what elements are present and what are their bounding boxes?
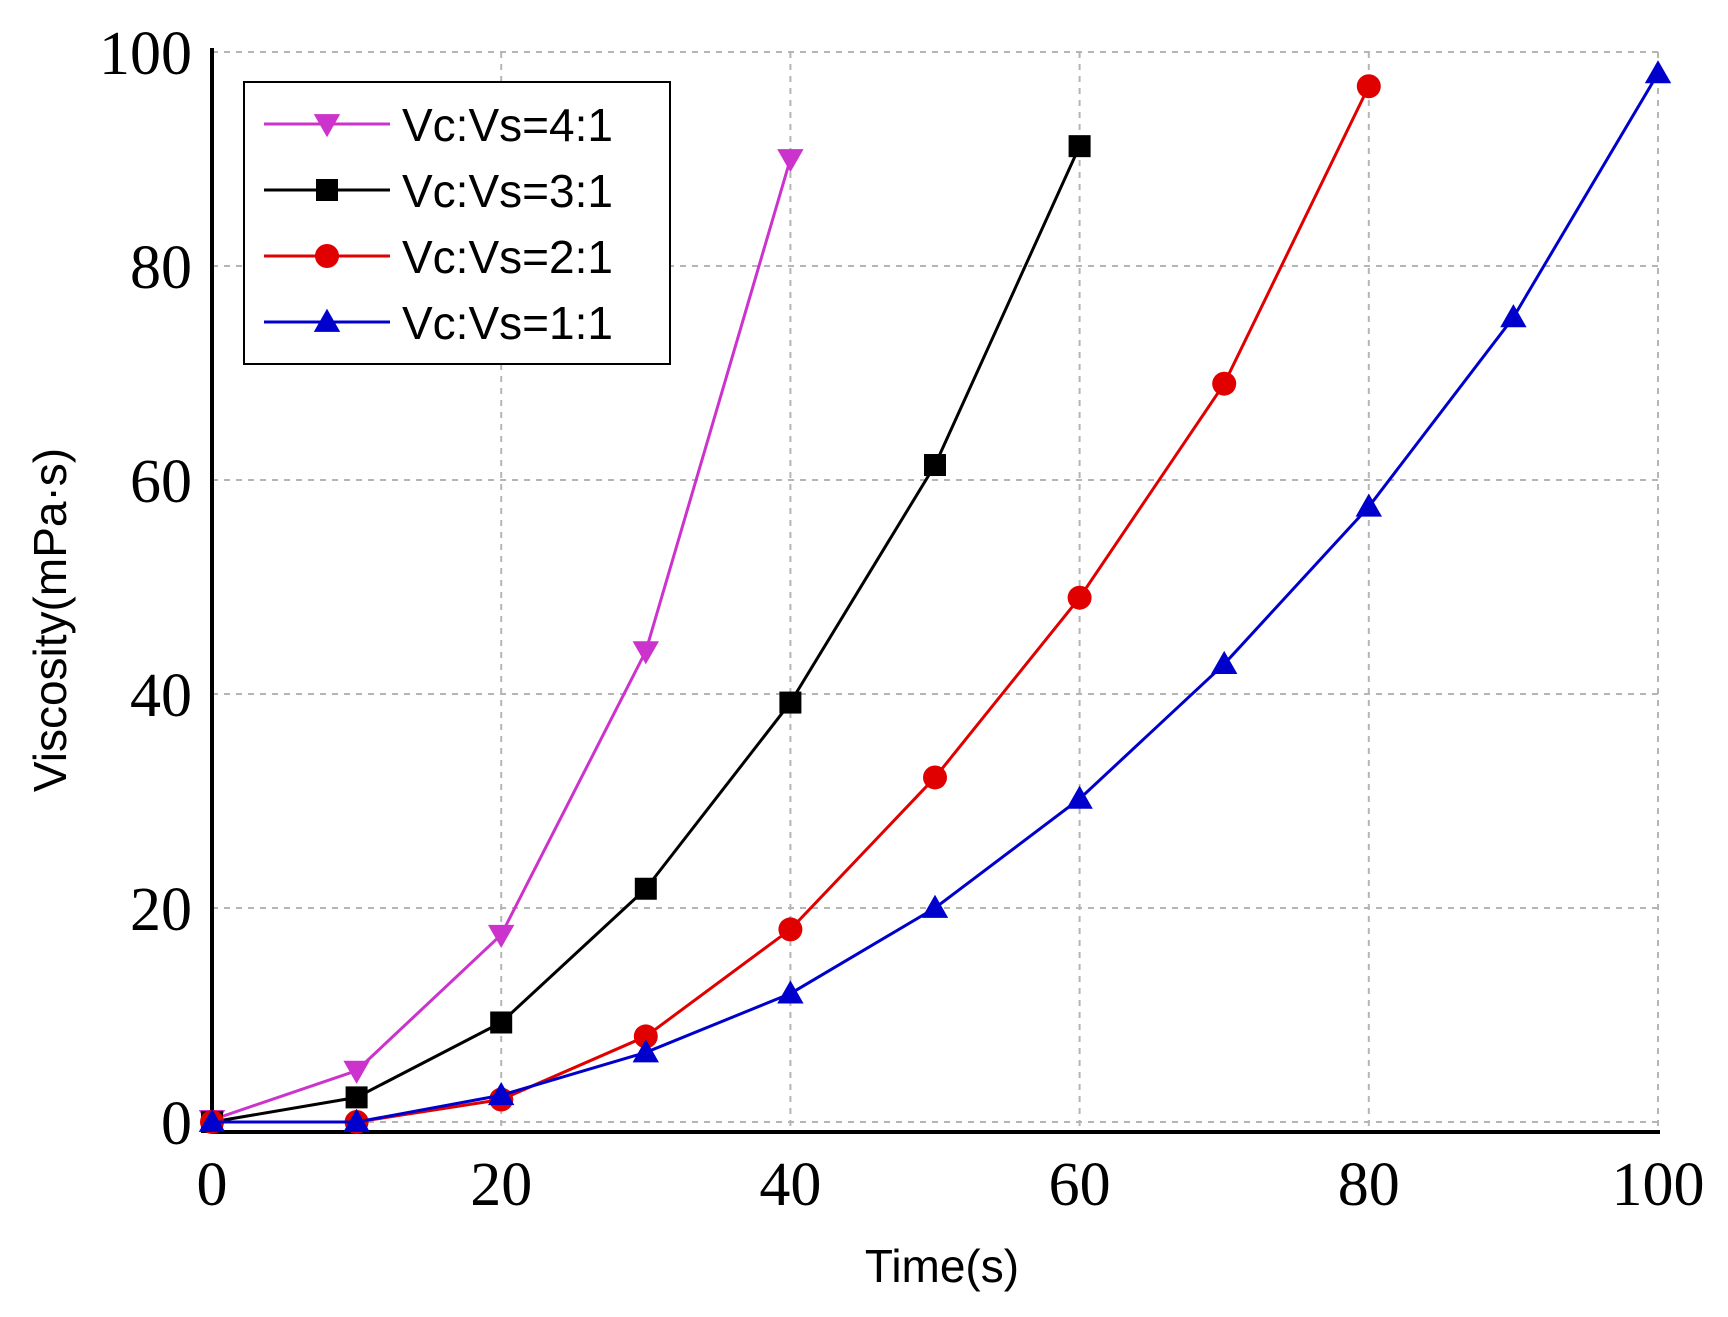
series-4 xyxy=(198,60,1672,1132)
data-point xyxy=(1355,493,1382,517)
data-point xyxy=(779,691,802,714)
grid xyxy=(212,51,1659,1132)
data-point xyxy=(345,1086,368,1109)
data-point xyxy=(1067,585,1092,610)
data-point xyxy=(1066,785,1093,809)
data-point xyxy=(778,917,803,942)
data-point xyxy=(488,924,515,948)
data-point xyxy=(777,980,804,1004)
legend-marker xyxy=(313,114,341,138)
data-point xyxy=(632,641,659,665)
y-tick-label: 20 xyxy=(130,876,192,944)
x-tick-label: 20 xyxy=(470,1151,532,1219)
data-point xyxy=(343,1108,370,1132)
series-layer xyxy=(198,60,1672,1134)
legend-label: Vc:Vs=4:1 xyxy=(402,99,613,151)
data-point xyxy=(488,1082,515,1106)
data-point xyxy=(1356,74,1381,99)
x-tick-label: 60 xyxy=(1049,1151,1111,1219)
x-tick-label: 100 xyxy=(1612,1151,1705,1219)
y-tick-label: 40 xyxy=(130,662,192,730)
x-tick-label: 40 xyxy=(759,1151,821,1219)
legend-marker xyxy=(316,179,338,201)
data-point xyxy=(924,454,946,477)
legend: Vc:Vs=4:1 Vc:Vs=3:1 Vc:Vs=2:1 Vc:Vs=1:1 xyxy=(243,81,671,365)
data-point xyxy=(923,765,947,790)
legend-box xyxy=(243,81,671,365)
data-point xyxy=(1500,304,1527,328)
legend-label: Vc:Vs=2:1 xyxy=(402,231,613,283)
data-point xyxy=(1211,650,1238,674)
y-tick-label: 100 xyxy=(99,20,192,88)
legend-label: Vc:Vs=3:1 xyxy=(402,165,613,217)
data-point xyxy=(1068,135,1091,158)
data-point xyxy=(343,1060,370,1084)
x-tick-label: 80 xyxy=(1338,1151,1400,1219)
data-point xyxy=(198,1108,226,1132)
y-tick-label: 80 xyxy=(130,234,192,302)
x-tick-label: 0 xyxy=(197,1151,228,1219)
data-point xyxy=(633,1024,658,1049)
y-tick-label: 0 xyxy=(161,1090,192,1158)
x-axis-title: Time(s) xyxy=(865,1240,1019,1292)
data-point xyxy=(632,1039,659,1063)
legend-marker xyxy=(315,244,339,268)
data-point xyxy=(490,1011,513,1034)
y-tick-label: 60 xyxy=(130,448,192,516)
legend-marker xyxy=(313,308,341,332)
axes xyxy=(210,48,1660,1134)
data-point xyxy=(634,877,657,900)
legend-label: Vc:Vs=1:1 xyxy=(402,297,613,349)
data-point xyxy=(1212,371,1237,396)
y-axis-title: Viscosity(mPa·s) xyxy=(24,448,76,792)
tick-labels: 0 20 40 60 80 100 0 20 40 60 80 100 xyxy=(99,20,1705,1219)
data-point xyxy=(1644,60,1672,84)
data-point xyxy=(777,149,804,173)
data-point xyxy=(921,894,949,918)
